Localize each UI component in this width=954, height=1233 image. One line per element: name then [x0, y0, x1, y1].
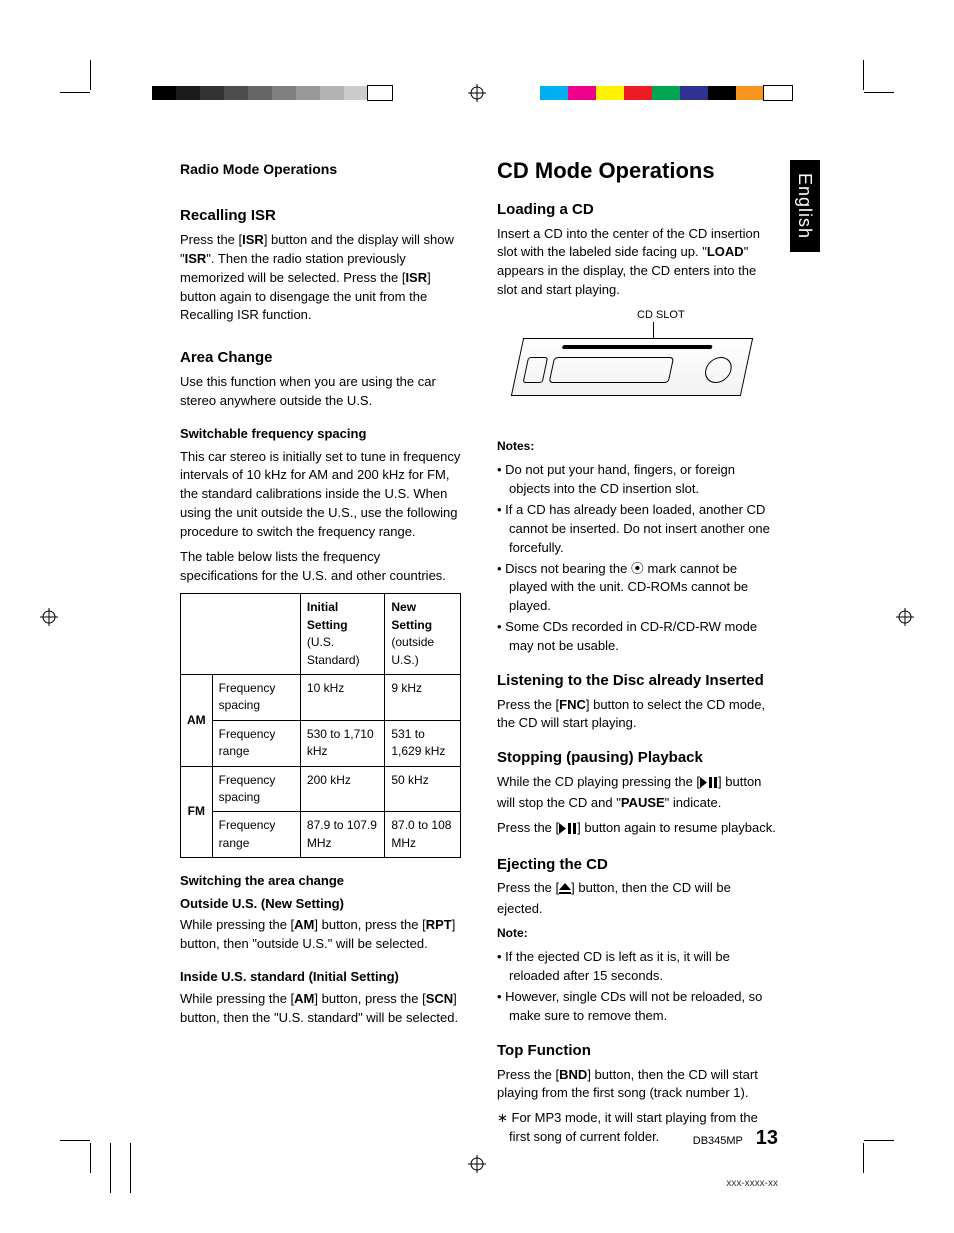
listening-body: Press the [FNC] button to select the CD …	[497, 696, 778, 734]
eject-note-label: Note:	[497, 925, 778, 942]
freq-row-label: Frequency range	[212, 720, 300, 766]
outside-us-body: While pressing the [AM] button, press th…	[180, 916, 461, 954]
freq-initial-cell: 530 to 1,710 kHz	[300, 720, 384, 766]
cd-mode-heading: CD Mode Operations	[497, 155, 778, 187]
left-column: Radio Mode Operations Recalling ISR Pres…	[180, 155, 461, 1147]
list-item: However, single CDs will not be reloaded…	[497, 988, 778, 1026]
right-column: CD Mode Operations Loading a CD Insert a…	[497, 155, 778, 1147]
freq-new-cell: 531 to 1,629 kHz	[385, 720, 461, 766]
notes-label: Notes:	[497, 438, 778, 455]
cd-slot-label: CD SLOT	[637, 308, 685, 324]
recalling-isr-heading: Recalling ISR	[180, 205, 461, 227]
stopping-body1: While the CD playing pressing the [] but…	[497, 773, 778, 813]
area-change-heading: Area Change	[180, 347, 461, 369]
switching-area-heading: Switching the area change	[180, 872, 461, 891]
switchable-freq-body1: This car stereo is initially set to tune…	[180, 448, 461, 542]
freq-new-cell: 87.0 to 108 MHz	[385, 812, 461, 858]
freq-initial-cell: 200 kHz	[300, 766, 384, 812]
frequency-table: Initial Setting(U.S. Standard) New Setti…	[180, 593, 461, 858]
freq-new-cell: 9 kHz	[385, 675, 461, 721]
freq-row-label: Frequency spacing	[212, 675, 300, 721]
top-fn-heading: Top Function	[497, 1040, 778, 1062]
list-item: Do not put your hand, fingers, or foreig…	[497, 461, 778, 499]
list-item: If the ejected CD is left as it is, it w…	[497, 948, 778, 986]
cd-notes-list: Do not put your hand, fingers, or foreig…	[497, 461, 778, 655]
ejecting-body: Press the [] button, then the CD will be…	[497, 879, 778, 919]
freq-band-cell: FM	[181, 766, 213, 858]
stopping-body2: Press the [] button again to resume play…	[497, 819, 778, 840]
footer-model: DB345MP	[693, 1135, 743, 1147]
ejecting-heading: Ejecting the CD	[497, 854, 778, 876]
switchable-freq-body2: The table below lists the frequency spec…	[180, 548, 461, 586]
recalling-isr-body: Press the [ISR] button and the display w…	[180, 231, 461, 325]
page-footer: DB345MP 13	[693, 1124, 778, 1153]
stopping-heading: Stopping (pausing) Playback	[497, 747, 778, 769]
inside-us-body: While pressing the [AM] button, press th…	[180, 990, 461, 1028]
eject-notes-list: If the ejected CD is left as it is, it w…	[497, 948, 778, 1025]
top-fn-body: Press the [BND] button, then the CD will…	[497, 1066, 778, 1104]
freq-row-label: Frequency range	[212, 812, 300, 858]
outside-us-heading: Outside U.S. (New Setting)	[180, 895, 461, 914]
freq-col-new: New Setting(outside U.S.)	[385, 594, 461, 675]
loading-cd-body: Insert a CD into the center of the CD in…	[497, 225, 778, 300]
list-item: Discs not bearing the ⦿ mark cannot be p…	[497, 560, 778, 617]
play-pause-icon	[559, 821, 577, 840]
footer-page-number: 13	[756, 1127, 778, 1149]
area-change-intro: Use this function when you are using the…	[180, 373, 461, 411]
listening-heading: Listening to the Disc already Inserted	[497, 670, 778, 692]
list-item: If a CD has already been loaded, another…	[497, 501, 778, 558]
freq-col-initial: Initial Setting(U.S. Standard)	[300, 594, 384, 675]
inside-us-heading: Inside U.S. standard (Initial Setting)	[180, 968, 461, 987]
eject-icon	[559, 881, 571, 900]
cd-slot-diagram: CD SLOT	[497, 308, 767, 428]
loading-cd-heading: Loading a CD	[497, 199, 778, 221]
freq-new-cell: 50 kHz	[385, 766, 461, 812]
switchable-freq-heading: Switchable frequency spacing	[180, 425, 461, 444]
radio-mode-heading: Radio Mode Operations	[180, 159, 461, 179]
footer-doc-code: xxx-xxxx-xx	[726, 1177, 778, 1192]
car-stereo-faceplate-icon	[511, 338, 753, 396]
list-item: Some CDs recorded in CD-R/CD-RW mode may…	[497, 618, 778, 656]
freq-initial-cell: 10 kHz	[300, 675, 384, 721]
freq-initial-cell: 87.9 to 107.9 MHz	[300, 812, 384, 858]
freq-row-label: Frequency spacing	[212, 766, 300, 812]
freq-band-cell: AM	[181, 675, 213, 767]
play-pause-icon	[700, 775, 718, 794]
